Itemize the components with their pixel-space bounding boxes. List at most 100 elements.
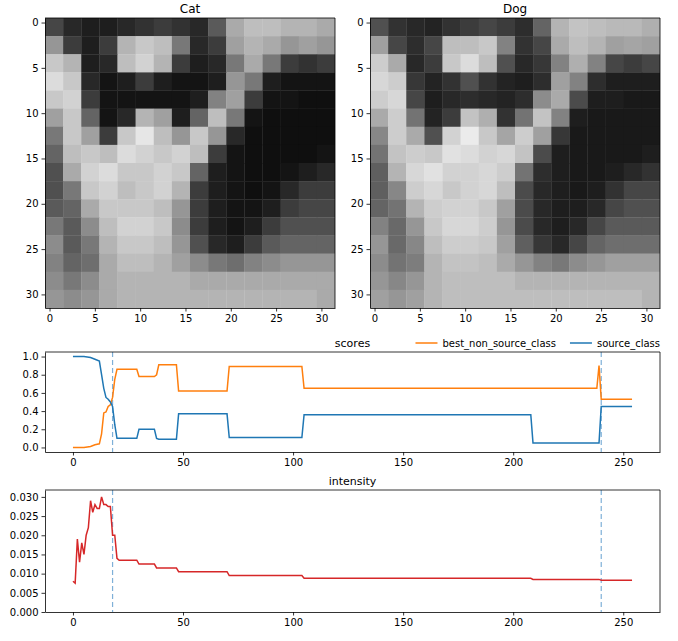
pixel [99,236,117,254]
frame [45,352,660,353]
pixel [388,181,406,199]
pixel [172,127,190,145]
panel: 051015202530051015202530Cat [26,2,336,324]
pixel [317,18,335,36]
pixel [479,18,497,36]
pixel [370,91,388,109]
x-axis-tick-label: 250 [614,617,633,628]
pixel [606,181,624,199]
pixel [461,109,479,127]
x-axis-tick-label: 50 [177,617,190,628]
y-axis-tick-label: 0.0 [23,442,39,453]
pixel [136,290,154,308]
x-axis-tick: 200 [504,612,523,628]
x-axis-tick-label: 30 [641,313,654,324]
pixel [551,236,569,254]
legend: best_non_source_classsource_class [415,338,660,350]
pixel [281,145,299,163]
pixel [370,199,388,217]
pixel [281,199,299,217]
pixel [588,18,606,36]
pixel [479,54,497,72]
pixel [533,272,551,290]
pixel [551,254,569,272]
x-axis-tick-mark [465,308,466,312]
pixel [299,199,317,217]
pixel [190,217,208,235]
pixel [533,18,551,36]
y-axis-tick-label: 0.005 [10,588,39,599]
pixel [281,18,299,36]
legend-item: source_class [570,338,660,350]
pixel [515,236,533,254]
y-axis-tick-mark [42,23,46,24]
pixel [606,217,624,235]
pixel [172,254,190,272]
x-axis-tick-label: 5 [417,313,423,324]
pixel [63,272,81,290]
y-axis-line [45,19,46,309]
pixel [642,72,660,90]
pixel [533,36,551,54]
pixel [136,236,154,254]
pixel [208,272,226,290]
x-axis-tick-mark [623,452,624,456]
pixel [226,290,244,308]
pixel [63,145,81,163]
pixel [317,254,335,272]
y-axis-tick-mark [367,204,371,205]
y-axis-tick-label: 0.010 [10,568,39,579]
x-axis-tick-mark [375,308,376,312]
pixel [63,36,81,54]
x-axis-tick-label: 30 [316,313,329,324]
pixel [551,54,569,72]
y-axis-tick: 30 [351,289,370,300]
pixel [118,272,136,290]
x-axis-tick-mark [601,308,602,312]
pixel [281,36,299,54]
pixel [606,272,624,290]
y-axis-tick: 0.015 [10,549,45,560]
x-axis-tick-mark [646,308,647,312]
series-line [73,497,632,583]
x-axis-tick-label: 10 [459,313,472,324]
pixel [569,127,587,145]
pixel [244,272,262,290]
y-axis-tick: 0 [32,17,45,28]
pixel [515,290,533,308]
pixel [569,254,587,272]
pixel [136,145,154,163]
pixel [497,254,515,272]
pixel [533,91,551,109]
y-axis-line [45,353,46,453]
pixel [569,145,587,163]
pixel [642,254,660,272]
pixel [208,54,226,72]
y-axis-tick-mark [42,535,46,536]
pixel [569,54,587,72]
pixel [45,290,63,308]
pixel [190,163,208,181]
panel: 051015202530051015202530Dog [351,2,661,324]
pixel [172,91,190,109]
pixel [99,36,117,54]
pixel [388,272,406,290]
pixel [99,272,117,290]
x-axis-line [46,612,661,613]
pixel [624,36,642,54]
pixel [45,36,63,54]
pixel [497,272,515,290]
y-axis-tick-label: 0 [357,17,363,28]
y-axis-tick-label: 10 [26,108,39,119]
pixel [533,72,551,90]
x-axis-tick: 150 [394,452,413,468]
chart-title: Dog [503,2,527,16]
pixel [388,199,406,217]
pixel [118,109,136,127]
pixel [154,217,172,235]
pixel [388,254,406,272]
pixel [642,199,660,217]
pixel [479,109,497,127]
pixel [99,254,117,272]
pixel [551,36,569,54]
